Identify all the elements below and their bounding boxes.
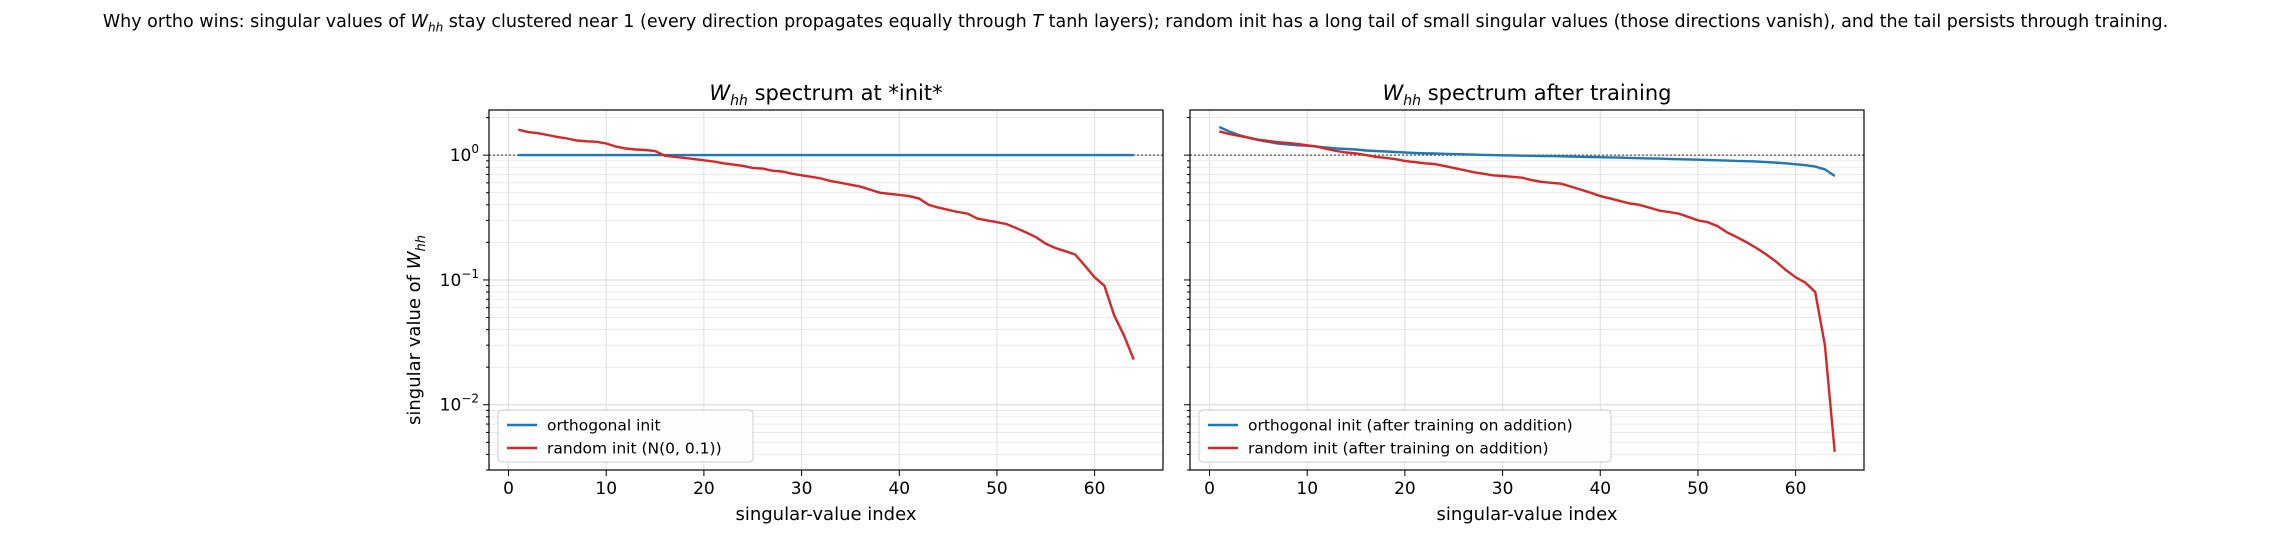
x-tick-label: 50 <box>986 479 1008 499</box>
legend-box <box>497 409 754 463</box>
y-tick-label: 10−1 <box>440 267 479 291</box>
suptitle-text-mid: stay clustered near 1 (every direction p… <box>443 12 1033 32</box>
series-line-random <box>1219 130 1836 452</box>
x-tick-label: 30 <box>791 479 813 499</box>
x-tick-label: 20 <box>1394 479 1416 499</box>
chart-panel-2: 0 10 20 30 40 50 60 singular-value index Whh spe… <box>1184 81 1865 525</box>
legend-label: random init (N(0, 0.1)) <box>547 440 722 458</box>
x-tick-label: 40 <box>1589 479 1611 499</box>
x-tick-label: 10 <box>1296 479 1318 499</box>
y-axis-label: singular value of Whh <box>404 235 429 425</box>
plot-frame <box>488 109 1164 471</box>
x-axis-label: singular-value index <box>735 504 916 525</box>
x-tick-label: 40 <box>888 479 910 499</box>
suptitle-matrix-symbol: Whh <box>410 12 444 35</box>
x-tick-label: 50 <box>1687 479 1709 499</box>
x-tick-label: 60 <box>1084 479 1106 499</box>
legend: orthogonal init random init (N(0, 0.1)) <box>497 409 754 463</box>
panel-title: Whh spectrum at *init* <box>709 81 942 109</box>
legend: orthogonal init (after training on addit… <box>1198 409 1612 463</box>
grid-lines <box>1190 110 1864 471</box>
legend-label: random init (after training on addition) <box>1248 440 1549 458</box>
series-line-orthogonal <box>1218 125 1836 177</box>
chart-panel-1: 0 10 20 30 40 50 60 100 10−1 10−2 singular-value i… <box>440 81 1164 525</box>
suptitle-text-pre: Why ortho wins: singular values of <box>102 12 411 32</box>
x-tick-label: 30 <box>1492 479 1514 499</box>
figure-suptitle: Why ortho wins: singular values of Whh s… <box>0 12 2271 35</box>
x-tick-label: 0 <box>1204 479 1215 499</box>
legend-box <box>1198 409 1612 463</box>
x-tick-label: 20 <box>693 479 715 499</box>
y-tick-label: 10−2 <box>440 392 479 416</box>
series-line-random <box>518 128 1135 361</box>
plot-frame <box>1189 109 1865 471</box>
x-axis-label: singular-value index <box>1436 504 1617 525</box>
x-tick-label: 10 <box>595 479 617 499</box>
svg-text:singular value of Whh: singular value of Whh <box>404 235 429 425</box>
x-tick-label: 60 <box>1785 479 1807 499</box>
y-tick-label: 100 <box>450 142 479 166</box>
x-tick-label: 0 <box>503 479 514 499</box>
legend-label: orthogonal init (after training on addit… <box>1248 417 1573 435</box>
legend-label: orthogonal init <box>547 417 661 435</box>
suptitle-text-post: tanh layers); random init has a long tai… <box>1043 12 2169 32</box>
panel-title: Whh spectrum after training <box>1383 81 1672 109</box>
suptitle-t-symbol: T <box>1032 12 1044 32</box>
